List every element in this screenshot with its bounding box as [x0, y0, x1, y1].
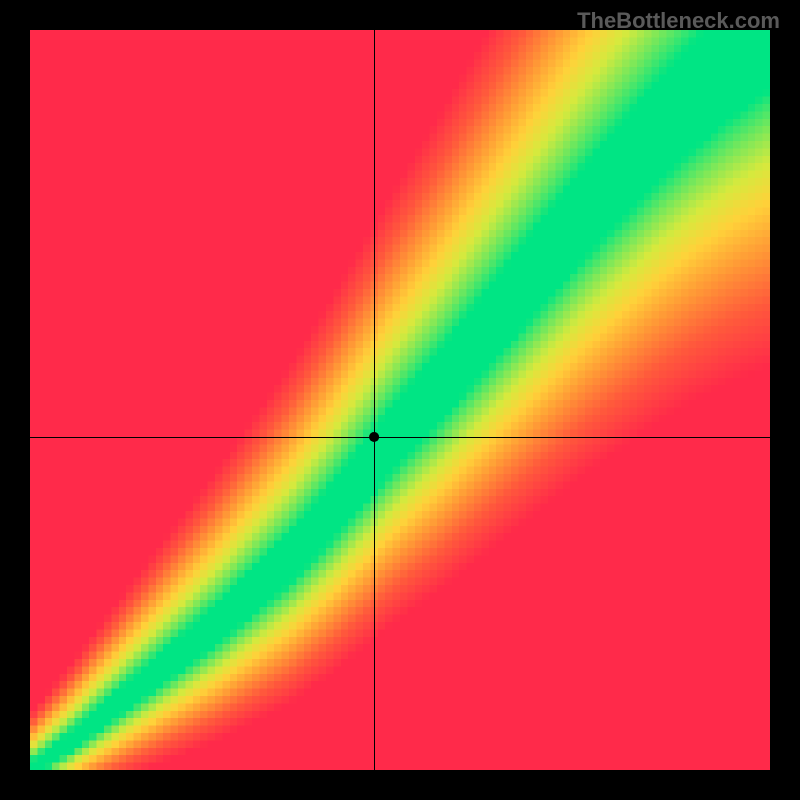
overlay-canvas	[0, 0, 800, 800]
watermark-text: TheBottleneck.com	[577, 8, 780, 34]
chart-container: TheBottleneck.com	[0, 0, 800, 800]
